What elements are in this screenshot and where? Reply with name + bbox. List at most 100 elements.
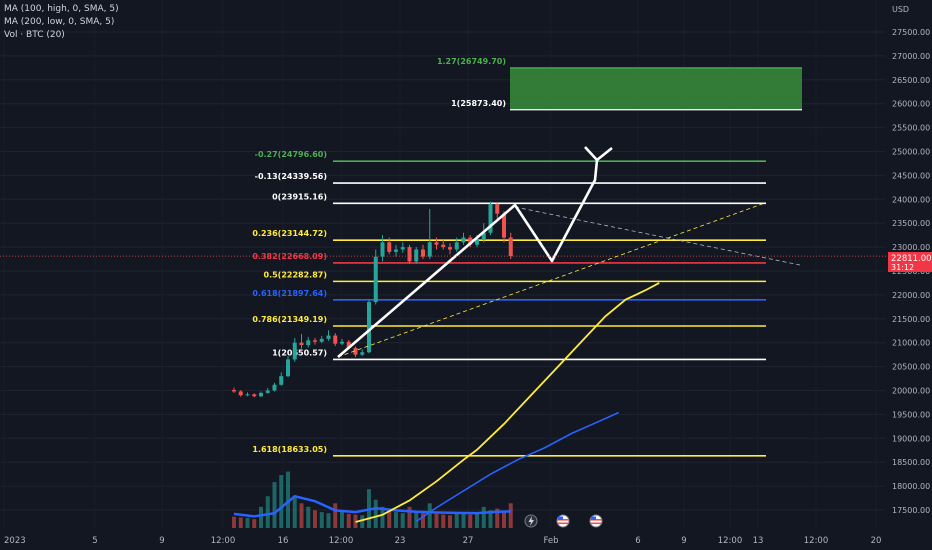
volume-bar — [319, 512, 324, 528]
candle-body — [387, 242, 392, 252]
volume-bar — [259, 506, 263, 528]
candle-body — [407, 247, 412, 262]
time-tick-label: 9 — [681, 536, 686, 546]
volume-bar — [286, 471, 290, 528]
candle-body — [238, 391, 243, 396]
volume-bar — [502, 511, 506, 528]
candle-body — [380, 242, 385, 257]
projected-path-head — [584, 146, 613, 162]
price-tick-label: 23000.00 — [892, 243, 930, 252]
candle-body — [326, 335, 331, 339]
event-markers[interactable] — [524, 514, 603, 528]
price-tick-label: 23500.00 — [892, 219, 930, 228]
volume-bar — [238, 517, 243, 528]
time-axis[interactable]: 2023 5 9 12:00 16 12:00 23 27 Feb 6 9 12:00 13 12:00 2… — [4, 536, 881, 546]
candle-body — [346, 341, 351, 348]
price-tick-label: 20500.00 — [892, 363, 930, 372]
fib-level-label: 1(25873.40) — [451, 99, 506, 108]
currency-label: USD — [892, 5, 909, 14]
fibonacci-retracement[interactable]: 1.27(26749.70) 1(25873.40) -0.27(24796.60)… — [252, 57, 802, 457]
time-tick-label: 12:00 — [804, 536, 829, 546]
time-tick-label: 12:00 — [211, 536, 236, 546]
fib-level-label: 0.382(22668.09) — [252, 252, 327, 261]
candle-body — [427, 242, 432, 257]
price-tick-label: 25000.00 — [892, 148, 930, 157]
volume-bar — [306, 506, 311, 528]
price-axis[interactable]: USD 27500.00 27000.00 26500.00 26000.00 2550… — [892, 5, 930, 515]
volume-bar — [245, 518, 250, 528]
indicator-legend: MA (100, high, 0, SMA, 5) MA (200, low, … — [4, 3, 119, 42]
price-tick-label: 24000.00 — [892, 195, 930, 204]
volume-bar — [373, 499, 378, 528]
candle-body — [252, 394, 257, 397]
volume-bar — [495, 508, 500, 528]
target-zone-box[interactable] — [510, 67, 802, 110]
candle-body — [279, 376, 284, 385]
volume-legend[interactable]: Vol · BTC (20) — [4, 30, 65, 40]
time-tick-label: 5 — [92, 536, 97, 546]
candle-body — [232, 390, 236, 392]
fib-level-label: 1.27(26749.70) — [437, 57, 506, 66]
volume-ma-line — [233, 494, 511, 518]
time-tick-label: 16 — [278, 536, 289, 546]
candle-body — [434, 242, 439, 245]
projected-path[interactable] — [337, 159, 599, 358]
price-tick-label: 19500.00 — [892, 410, 930, 419]
fib-level-label: 0(23915.16) — [272, 192, 327, 201]
current-price-tag: 22811.00 31:12 — [888, 252, 932, 272]
price-tick-label: 18000.00 — [892, 482, 930, 491]
trend-drawings[interactable] — [337, 146, 801, 358]
fib-level-label: 0.618(21897.64) — [252, 289, 327, 298]
time-tick-label: 13 — [753, 536, 764, 546]
candle-body — [313, 340, 317, 342]
fib-level-label: -0.13(24339.56) — [255, 172, 327, 181]
time-tick-label: 2023 — [4, 536, 26, 546]
volume-bar — [394, 512, 398, 528]
us-flag-canton-icon — [558, 516, 563, 520]
volume-bar — [475, 513, 479, 528]
candle-body — [461, 237, 466, 243]
volume-bar — [461, 513, 466, 528]
time-tick-label: 6 — [635, 536, 640, 546]
volume-bar — [299, 503, 304, 528]
time-tick-label: 27 — [463, 536, 474, 546]
time-tick-label: 12:00 — [718, 536, 743, 546]
volume-bar — [292, 496, 297, 528]
candle-body — [502, 213, 506, 238]
candle-body — [454, 242, 459, 250]
price-tick-label: 27500.00 — [892, 28, 930, 37]
price-tick-label: 17500.00 — [892, 506, 930, 515]
fib-level-label: 1.618(18633.05) — [252, 445, 327, 454]
volume-bar — [265, 496, 270, 528]
volume-bar — [340, 510, 344, 528]
candle-body — [333, 335, 338, 344]
price-tick-label: 26500.00 — [892, 76, 930, 85]
price-tick-label: 27000.00 — [892, 52, 930, 61]
price-tick-label: 21000.00 — [892, 339, 930, 348]
price-tick-label: 18500.00 — [892, 458, 930, 467]
ma100-legend[interactable]: MA (100, high, 0, SMA, 5) — [4, 4, 119, 14]
volume-bar — [387, 510, 392, 528]
volume-bar — [400, 513, 405, 528]
candle-body — [272, 384, 277, 391]
candle-body — [360, 352, 365, 355]
current-price-value: 22811.00 — [891, 254, 932, 264]
volume-bar — [360, 515, 365, 528]
candle-body — [299, 342, 304, 346]
candle-body — [400, 247, 405, 250]
volume-bar — [448, 515, 452, 528]
volume-bar — [434, 513, 439, 528]
volume-bar — [441, 514, 446, 528]
time-tick-label: 12:00 — [329, 536, 354, 546]
lower-dashed-trendline[interactable] — [337, 202, 766, 358]
fib-level-label: 1(20650.57) — [272, 348, 327, 357]
volume-bar — [468, 514, 473, 528]
price-tick-label: 22000.00 — [892, 291, 930, 300]
price-tick-label: 20000.00 — [892, 387, 930, 396]
ma200-legend[interactable]: MA (200, low, 0, SMA, 5) — [4, 17, 115, 27]
fib-level-label: 0.5(22282.87) — [264, 270, 328, 279]
candle-body — [373, 256, 378, 303]
candle-body — [265, 390, 270, 393]
candle-body — [414, 249, 419, 262]
